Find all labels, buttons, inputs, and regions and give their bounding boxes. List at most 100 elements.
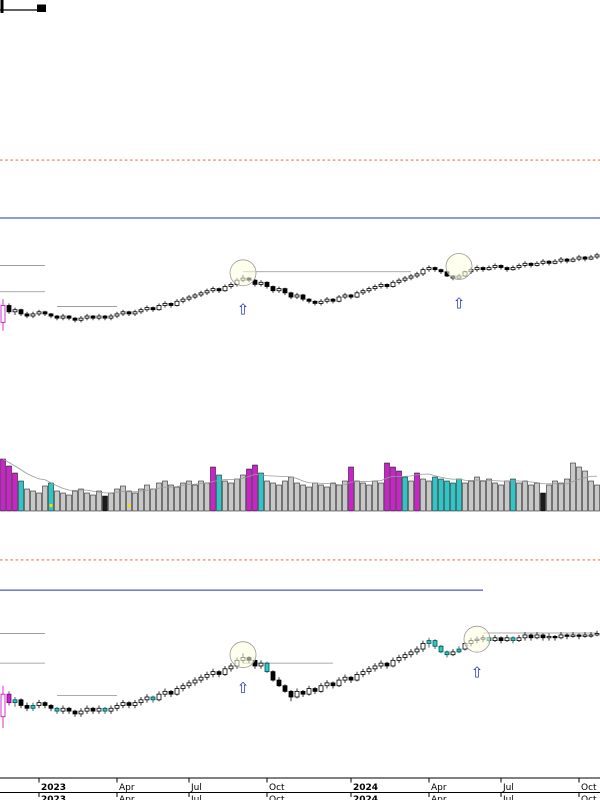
volume-bar [402, 476, 408, 512]
candle-body [102, 707, 108, 712]
candle-body [192, 294, 198, 298]
candle-body [594, 254, 600, 258]
candle-body [174, 688, 180, 695]
volume-bar [438, 478, 444, 512]
candle-body [276, 288, 282, 292]
candle-body [564, 634, 570, 637]
volume-bar [204, 482, 210, 512]
candle-body [60, 315, 66, 319]
candle-body [558, 258, 564, 262]
candle-body [192, 679, 198, 684]
candle-body [132, 311, 138, 315]
volume-bar [228, 482, 234, 512]
volume-bar [444, 480, 450, 512]
candle-body [300, 294, 306, 300]
volume-bar [222, 480, 228, 512]
x-tick-label: Oct [581, 795, 597, 800]
candle-body [306, 298, 312, 302]
candle-body [360, 290, 366, 294]
candle-body [576, 256, 582, 260]
volume-bar [114, 488, 120, 512]
candle-body [522, 634, 528, 639]
volume-bar [84, 492, 90, 512]
candle-body [516, 637, 522, 642]
volume-bar [408, 480, 414, 512]
candle-body [276, 679, 282, 687]
candle-body [444, 651, 450, 656]
volume-bar [576, 466, 582, 512]
volume-bar [474, 476, 480, 512]
candle-body [576, 634, 582, 637]
candle-body [402, 654, 408, 658]
candle-body [144, 696, 150, 701]
candle-body [330, 298, 336, 302]
candle-body [54, 315, 60, 319]
volume-bar [498, 484, 504, 512]
candle-body [570, 258, 576, 262]
candle-body [138, 309, 144, 313]
volume-bar [30, 490, 36, 512]
volume-bar [42, 485, 48, 512]
candle-body [126, 702, 132, 706]
candle-body [432, 267, 438, 271]
candle-body [384, 284, 390, 287]
candle-body [504, 637, 510, 642]
candle-body [594, 633, 600, 636]
candle-body [294, 294, 300, 298]
highlight-circle [445, 253, 473, 280]
volume-bar [366, 484, 372, 512]
candle-body [12, 309, 18, 313]
candle-body [378, 284, 384, 287]
candle-body [414, 273, 420, 277]
candle-body [408, 275, 414, 279]
candle-body [312, 300, 318, 304]
candle-body [156, 693, 162, 701]
candle-body [342, 294, 348, 298]
candle-body [156, 305, 162, 311]
candle-body [540, 634, 546, 639]
x-tick-label: 2024 [353, 795, 378, 800]
candle-body [582, 634, 588, 637]
volume-bar [558, 482, 564, 512]
volume-bar [138, 488, 144, 512]
candle-body [300, 690, 306, 695]
volume-bar [312, 482, 318, 512]
candle-body [552, 260, 558, 264]
x-tick-label: Oct [581, 783, 597, 793]
candle-body [252, 279, 258, 285]
candle-body [564, 258, 570, 262]
candle-body [396, 279, 402, 283]
candle-body [336, 296, 342, 302]
volume-bar [594, 484, 600, 512]
volume-bar [294, 482, 300, 512]
candle-body [90, 315, 96, 319]
candle-body [498, 265, 504, 268]
candle-body [66, 315, 72, 319]
volume-bar [258, 472, 264, 512]
candle-body [390, 659, 396, 667]
volume-bar [360, 482, 366, 512]
candle-body [378, 662, 384, 667]
candle-body [528, 634, 534, 639]
candle-body [72, 317, 78, 321]
volume-bar [456, 478, 462, 512]
volume-bar [252, 464, 258, 512]
volume-bar [450, 482, 456, 512]
candle-body [168, 690, 174, 695]
candle-body [114, 705, 120, 709]
volume-bar [348, 466, 354, 512]
candle-body [354, 292, 360, 298]
volume-bar [492, 482, 498, 512]
candle-body [150, 696, 156, 701]
volume-bar [66, 494, 72, 512]
volume-bar [582, 470, 588, 512]
candle-body [264, 281, 270, 287]
candle-body [54, 707, 60, 712]
candle-body [18, 699, 24, 706]
volume-bar [288, 476, 294, 512]
candle-body [432, 640, 438, 647]
candle-body [474, 267, 480, 271]
x-axis: 2023 Apr Jul Oct 2024 Apr Jul Oct [0, 777, 600, 793]
x-tick-label: 2023 [41, 795, 66, 800]
candle-body [588, 256, 594, 260]
